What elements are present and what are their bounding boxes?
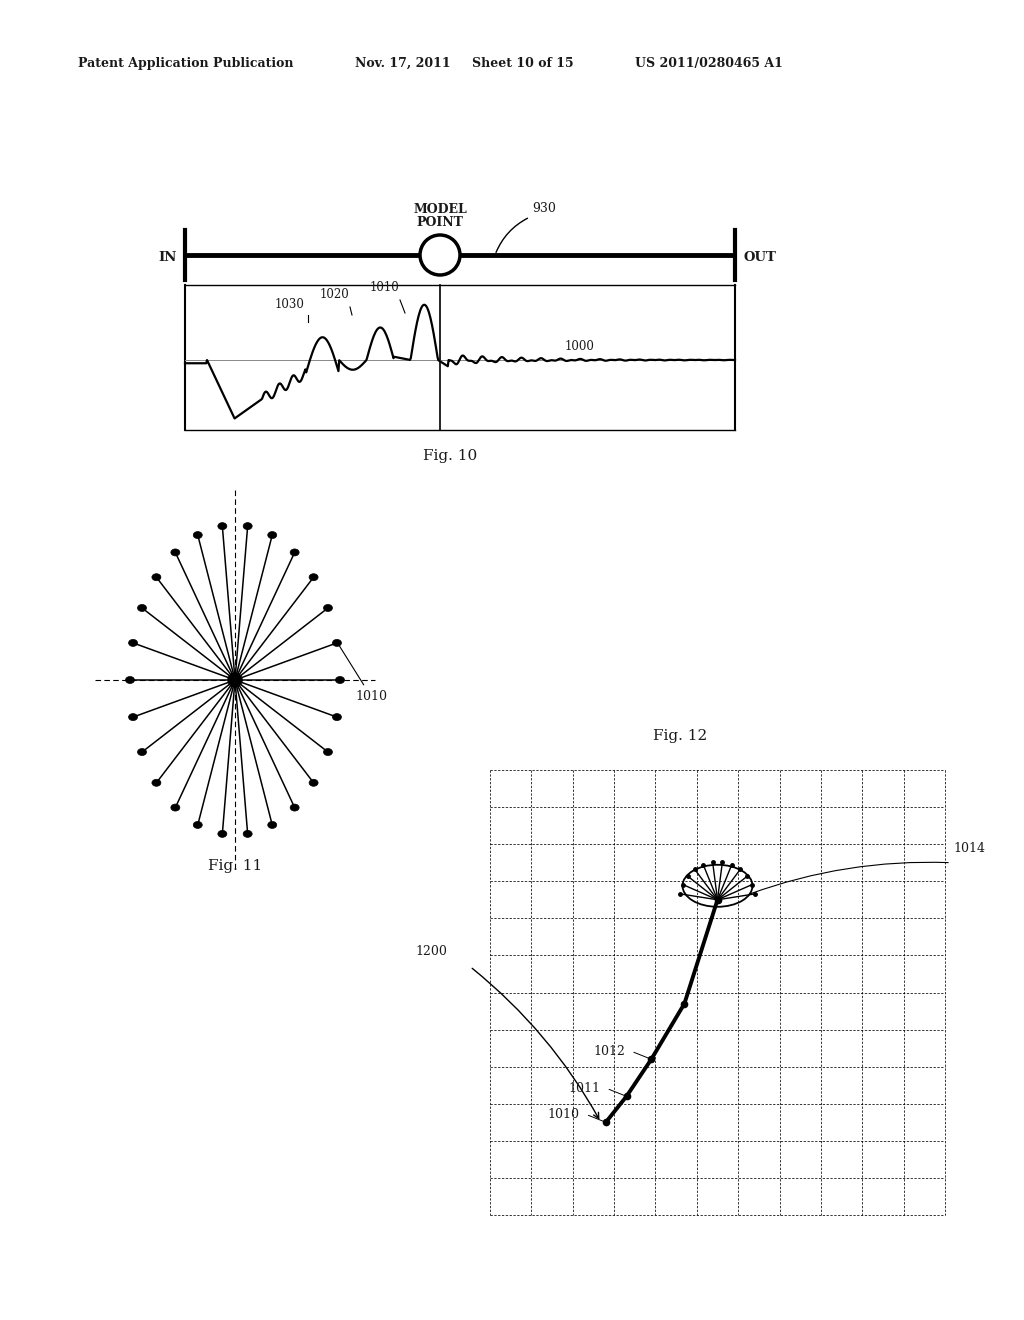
Ellipse shape	[218, 523, 227, 529]
Ellipse shape	[126, 676, 134, 684]
Text: 1010: 1010	[548, 1109, 580, 1121]
Ellipse shape	[243, 523, 252, 529]
Text: IN: IN	[159, 251, 177, 264]
Ellipse shape	[267, 821, 276, 829]
Text: Fig. 11: Fig. 11	[208, 859, 262, 873]
Text: Nov. 17, 2011: Nov. 17, 2011	[355, 57, 451, 70]
Ellipse shape	[336, 676, 344, 684]
Ellipse shape	[152, 574, 161, 581]
Ellipse shape	[194, 532, 203, 539]
Ellipse shape	[152, 779, 161, 787]
Text: 1030: 1030	[275, 298, 305, 312]
Ellipse shape	[137, 605, 146, 611]
Circle shape	[228, 673, 242, 686]
Ellipse shape	[137, 748, 146, 755]
Text: OUT: OUT	[743, 251, 776, 264]
Text: MODEL: MODEL	[413, 203, 467, 216]
Text: 1000: 1000	[565, 341, 595, 352]
Text: 1012: 1012	[593, 1045, 626, 1059]
Text: Fig. 10: Fig. 10	[423, 449, 477, 463]
Text: 1011: 1011	[568, 1082, 600, 1096]
Ellipse shape	[333, 639, 341, 647]
Text: Sheet 10 of 15: Sheet 10 of 15	[472, 57, 573, 70]
Ellipse shape	[171, 804, 180, 810]
Text: Patent Application Publication: Patent Application Publication	[78, 57, 294, 70]
Text: POINT: POINT	[417, 216, 464, 228]
Ellipse shape	[324, 748, 333, 755]
Text: US 2011/0280465 A1: US 2011/0280465 A1	[635, 57, 783, 70]
Ellipse shape	[290, 549, 299, 556]
Text: 1020: 1020	[319, 288, 350, 301]
Ellipse shape	[243, 830, 252, 837]
Ellipse shape	[324, 605, 333, 611]
Text: 930: 930	[532, 202, 556, 215]
Ellipse shape	[129, 714, 137, 721]
Circle shape	[420, 235, 460, 275]
Ellipse shape	[309, 574, 318, 581]
Text: 1010: 1010	[338, 644, 387, 704]
Ellipse shape	[333, 714, 341, 721]
Text: 1200: 1200	[415, 945, 446, 958]
Text: 1014: 1014	[953, 842, 985, 854]
Ellipse shape	[267, 532, 276, 539]
Ellipse shape	[218, 830, 227, 837]
Ellipse shape	[129, 639, 137, 647]
Ellipse shape	[309, 779, 318, 787]
Ellipse shape	[194, 821, 203, 829]
Ellipse shape	[290, 804, 299, 810]
Text: 1010: 1010	[370, 281, 399, 294]
Text: Fig. 12: Fig. 12	[653, 729, 708, 743]
Ellipse shape	[171, 549, 180, 556]
